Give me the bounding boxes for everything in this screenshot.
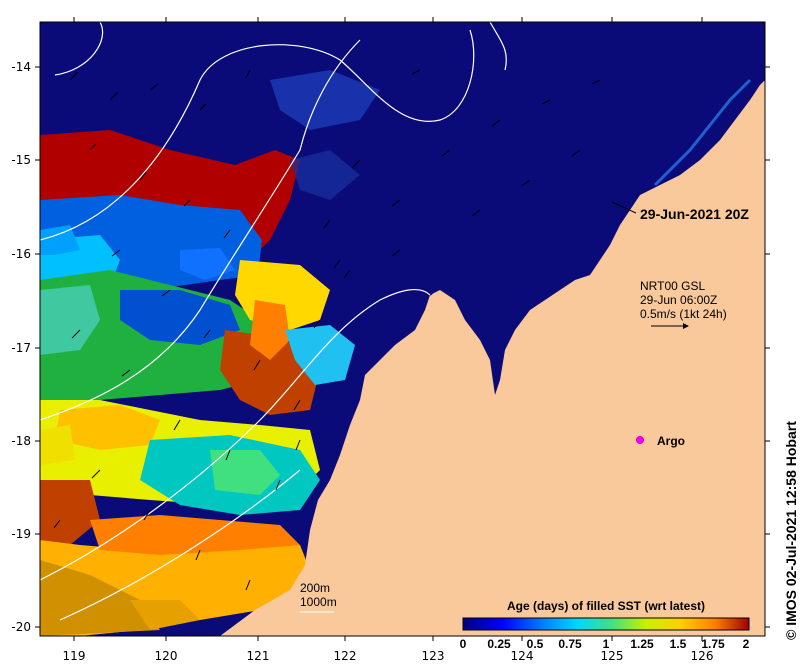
y-tick-label: -15 — [11, 153, 31, 167]
axis-ticks — [35, 17, 770, 641]
colorbar-gradient — [462, 617, 750, 631]
y-tick-label: -14 — [11, 60, 31, 74]
vector-legend-title: NRT00 GSL — [640, 279, 705, 293]
colorbar-tick: 1.25 — [630, 637, 654, 651]
colorbar-tick: 0.25 — [487, 637, 511, 651]
argo-marker-icon — [636, 436, 644, 444]
colorbar-tick: 1 — [603, 637, 610, 651]
y-tick-label: -20 — [11, 620, 31, 634]
contour-legend-1000: 1000m — [300, 595, 337, 609]
land-mass — [220, 22, 765, 636]
x-tick-label: 123 — [422, 649, 445, 663]
x-tick-label: 120 — [155, 649, 178, 663]
colorbar-tick: 1.75 — [701, 637, 725, 651]
x-tick-label: 122 — [334, 649, 357, 663]
bathymetry-contours — [40, 22, 507, 621]
x-tick-label: 125 — [601, 649, 624, 663]
colorbar-tick: 2 — [743, 637, 750, 651]
colorbar-title: Age (days) of filled SST (wrt latest) — [507, 599, 705, 613]
credit-text: IMOS 02-Jul-2021 12:58 Hobart — [783, 421, 799, 626]
colorbar-tick: 0.75 — [558, 637, 582, 651]
y-tick-label: -16 — [11, 247, 31, 261]
x-tick-label: 126 — [691, 649, 714, 663]
colorbar-tick: 0.5 — [527, 637, 544, 651]
x-tick-label: 124 — [511, 649, 534, 663]
sst-age-field — [40, 70, 380, 636]
colorbar-tick: 1.5 — [670, 637, 687, 651]
x-tick-label: 119 — [63, 649, 86, 663]
date-pointer-line — [611, 201, 637, 214]
colorbar-tick: 0 — [460, 637, 467, 651]
vector-legend-time: 29-Jun 06:00Z — [640, 293, 717, 307]
contour-legend-200: 200m — [300, 581, 330, 595]
current-vectors — [53, 69, 601, 591]
y-tick-label: -18 — [11, 434, 31, 448]
date-label: 29-Jun-2021 20Z — [640, 206, 749, 222]
plot-frame — [39, 21, 766, 637]
y-tick-label: -17 — [11, 341, 31, 355]
copyright-icon: © — [783, 629, 799, 640]
colorbar: Age (days) of filled SST (wrt latest) 0 … — [460, 599, 750, 651]
y-tick-label: -19 — [11, 527, 31, 541]
x-tick-label: 121 — [247, 649, 270, 663]
imos-credit: © IMOS 02-Jul-2021 12:58 Hobart — [783, 421, 799, 640]
vector-legend-scale: 0.5m/s (1kt 24h) — [640, 307, 727, 321]
argo-label: Argo — [657, 434, 685, 448]
